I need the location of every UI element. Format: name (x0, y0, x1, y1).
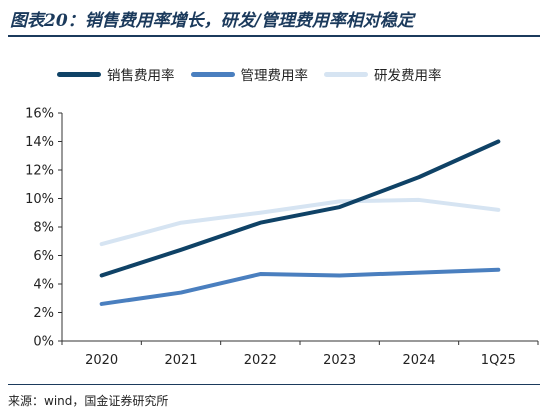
legend-label-rnd: 研发费用率 (374, 68, 442, 84)
y-tick-label: 6% (33, 249, 54, 264)
y-tick-label: 8% (33, 221, 54, 236)
x-tick-label: 2023 (323, 353, 356, 368)
y-tick-label: 16% (25, 107, 54, 122)
source-note: 来源：wind，国金证券研究所 (8, 394, 169, 408)
y-tick-label: 4% (33, 278, 54, 293)
y-tick-label: 0% (33, 335, 54, 350)
legend-swatch-sales (57, 71, 101, 77)
chart-legend: 销售费用率 管理费用率 研发费用率 (57, 64, 458, 84)
legend-label-sales: 销售费用率 (107, 68, 175, 84)
legend-item-rnd: 研发费用率 (324, 64, 442, 84)
series-line-1 (99, 267, 501, 306)
x-tick-label: 2020 (85, 353, 118, 368)
y-tick-label: 10% (25, 192, 54, 207)
chart-title: 图表20：销售费用率增长，研发/管理费用率相对稳定 (10, 11, 414, 31)
legend-swatch-rnd (324, 71, 368, 77)
legend-item-sales: 销售费用率 (57, 64, 175, 84)
y-tick-label: 14% (25, 135, 54, 150)
source-divider (8, 384, 540, 385)
y-tick-label: 12% (25, 164, 54, 179)
x-tick-label: 1Q25 (481, 353, 516, 368)
legend-swatch-admin (190, 71, 235, 77)
x-tick-label: 2021 (164, 353, 197, 368)
y-tick-label: 2% (33, 306, 54, 321)
x-tick-label: 2022 (244, 353, 277, 368)
series-line-2 (99, 197, 501, 247)
legend-label-admin: 管理费用率 (240, 68, 309, 84)
x-tick-label: 2024 (402, 353, 435, 368)
title-divider (8, 35, 540, 37)
series-line-0 (99, 139, 501, 278)
legend-item-admin: 管理费用率 (190, 64, 309, 84)
